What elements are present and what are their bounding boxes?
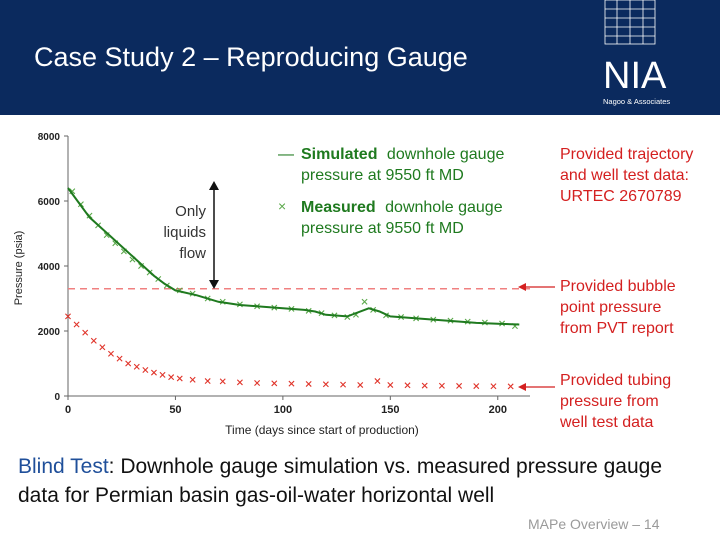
caption-text: : Downhole gauge simulation vs. measured…: [18, 455, 662, 507]
tubing-pressure-point: [150, 369, 157, 376]
trajectory-note-line1: Provided trajectory: [560, 146, 693, 163]
legend-simulated-bold: Simulated: [301, 146, 377, 163]
tubing-pressure-point: [288, 380, 295, 387]
tubing-note-line1: Provided tubing: [560, 372, 671, 389]
bubble-note-line3: from PVT report: [560, 320, 674, 337]
tubing-pressure-point: [82, 329, 89, 336]
bubble-note-line1: Provided bubble: [560, 278, 676, 295]
tubing-pressure-point: [219, 378, 226, 385]
logo-grid-icon: [604, 0, 656, 45]
legend-measured-line2: pressure at 9550 ft MD: [301, 220, 464, 237]
tubing-pressure-point: [357, 381, 364, 388]
annotation-line-2: liquids: [163, 224, 206, 241]
arrow-down-icon: [209, 280, 219, 289]
caption-highlight: Blind Test: [18, 455, 109, 478]
measured-pressure-point: [361, 298, 368, 305]
arrow-up-icon: [209, 181, 219, 190]
measured-pressure-point: [138, 263, 145, 269]
tubing-pressure-point: [254, 380, 261, 386]
tubing-pressure-point: [116, 355, 123, 362]
tubing-pressure-point: [421, 382, 428, 389]
legend-simulated-rest: downhole gauge: [387, 146, 505, 163]
annotation-line-3: flow: [179, 245, 206, 262]
tubing-pressure-point: [90, 337, 97, 344]
tubing-pressure-point: [133, 363, 140, 370]
x-tick-label: 200: [489, 404, 507, 416]
trajectory-note-line3: URTEC 2670789: [560, 188, 682, 205]
legend: — Simulated downhole gauge pressure at 9…: [278, 146, 504, 237]
x-tick-label: 100: [274, 404, 292, 416]
series-layer: [65, 187, 530, 390]
y-tick-label: 6000: [38, 197, 61, 208]
company-logo: NIA Nagoo & Associates: [603, 0, 670, 106]
title-banner: Case Study 2 – Reproducing Gauge NIA Nag…: [0, 0, 720, 115]
tubing-pressure-point: [189, 376, 196, 383]
slide-caption: Blind Test: Downhole gauge simulation vs…: [18, 452, 708, 510]
tubing-pressure-point: [438, 382, 445, 389]
side-annotations: Provided trajectory and well test data: …: [518, 146, 693, 431]
x-axis-label: Time (days since start of production): [225, 423, 419, 437]
tubing-pressure-point: [507, 383, 514, 390]
x-tick-label: 150: [381, 404, 399, 416]
pressure-chart: 0 2000 4000 6000 8000 0 50 100 150 200 Pressure …: [13, 132, 693, 437]
simulated-pressure-line: [67, 187, 520, 326]
tubing-arrow-icon: [518, 383, 526, 391]
tubing-pressure-point: [204, 378, 211, 385]
legend-measured-rest: downhole gauge: [385, 199, 503, 216]
bubble-note-line2: point pressure: [560, 299, 661, 316]
tubing-pressure-point: [107, 350, 114, 357]
tubing-pressure-point: [340, 381, 347, 388]
y-tick-label: 8000: [38, 132, 61, 143]
trajectory-note-line2: and well test data:: [560, 167, 689, 184]
slide-title: Case Study 2 – Reproducing Gauge: [34, 42, 468, 72]
x-tick-label: 0: [65, 404, 71, 416]
y-tick-label: 0: [54, 392, 60, 403]
legend-line-symbol: —: [278, 146, 294, 163]
tubing-note-line3: well test data: [559, 414, 653, 431]
x-tick-label: 50: [169, 404, 181, 416]
legend-cross-symbol: ×: [278, 198, 286, 214]
tubing-pressure-point: [142, 367, 149, 373]
logo-subtitle: Nagoo & Associates: [603, 97, 670, 106]
tubing-pressure-point: [305, 380, 312, 387]
tubing-pressure-point: [322, 381, 329, 388]
tubing-pressure-point: [99, 344, 106, 351]
tubing-pressure-point: [473, 383, 480, 390]
y-axis-ticks: 0 2000 4000 6000 8000: [38, 132, 68, 403]
y-axis-label: Pressure (psia): [13, 231, 25, 306]
bubble-arrow-icon: [518, 283, 526, 291]
tubing-pressure-point: [374, 378, 381, 385]
annotation-line-1: Only: [175, 203, 206, 220]
tubing-pressure-point: [387, 381, 394, 388]
tubing-pressure-point: [404, 382, 411, 389]
logo-letters: NIA: [603, 55, 667, 97]
tubing-pressure-point: [271, 380, 278, 387]
y-tick-label: 4000: [38, 262, 61, 273]
legend-measured-bold: Measured: [301, 199, 376, 216]
tubing-pressure-point: [236, 379, 243, 386]
tubing-pressure-point: [73, 321, 80, 328]
legend-measured-line1: Measured downhole gauge: [301, 199, 503, 216]
slide-footer: MAPe Overview – 14: [528, 516, 660, 532]
tubing-note-line2: pressure from: [560, 393, 659, 410]
tubing-pressure-point: [65, 313, 71, 320]
tubing-pressure-point: [159, 371, 166, 378]
tubing-pressure-point: [168, 374, 175, 381]
x-axis-ticks: 0 50 100 150 200: [65, 396, 507, 416]
liquids-annotation: Only liquids flow: [163, 181, 219, 289]
tubing-pressure-point: [490, 383, 497, 390]
y-tick-label: 2000: [38, 327, 61, 338]
legend-simulated-line2: pressure at 9550 ft MD: [301, 167, 464, 184]
tubing-pressure-series: [65, 313, 514, 390]
tubing-pressure-point: [176, 375, 183, 382]
legend-simulated-line1: Simulated downhole gauge: [301, 146, 504, 163]
tubing-pressure-point: [456, 382, 463, 389]
tubing-pressure-point: [125, 360, 132, 367]
